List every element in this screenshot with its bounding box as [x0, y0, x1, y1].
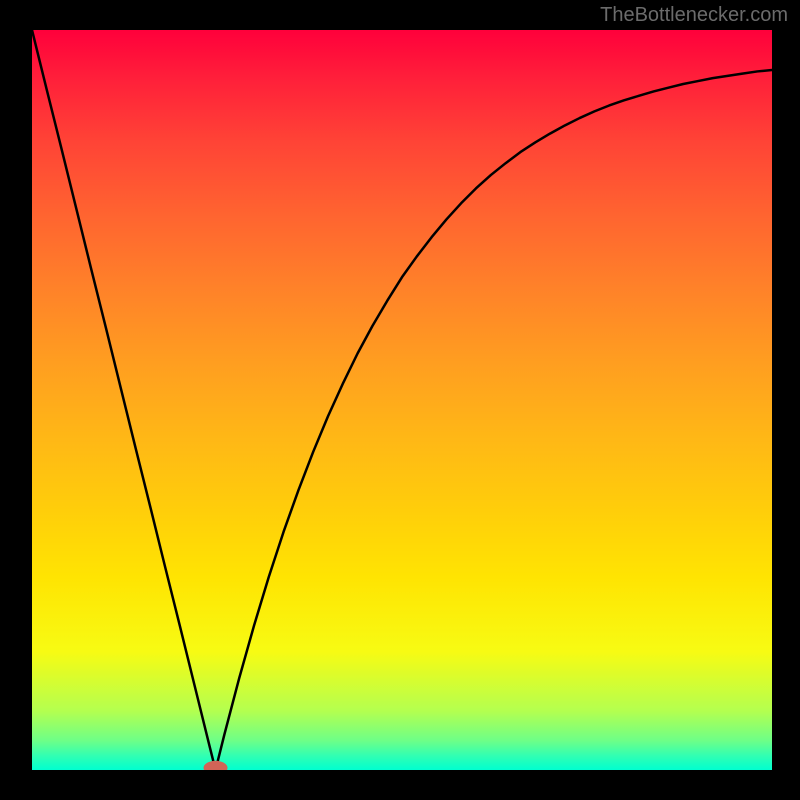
plot-area [32, 30, 772, 770]
watermark-text: TheBottlenecker.com [600, 4, 788, 27]
plot-svg [32, 30, 772, 770]
gradient-background [32, 30, 772, 770]
chart-container: TheBottlenecker.com [0, 0, 800, 800]
